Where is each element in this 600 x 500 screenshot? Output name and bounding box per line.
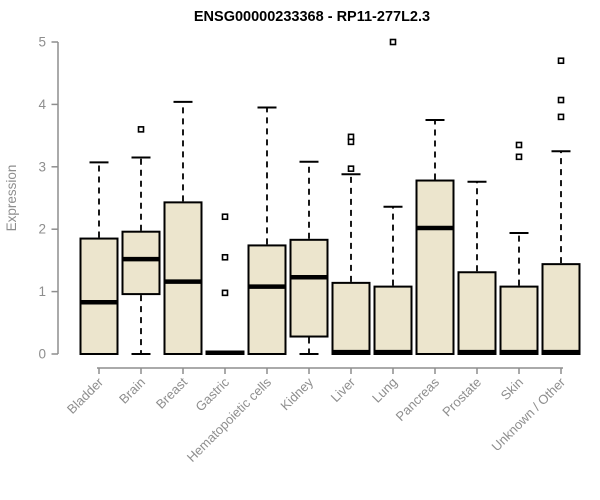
outlier-point (515, 141, 523, 149)
box-group-kidney (289, 160, 329, 355)
box-rect (79, 237, 119, 355)
box-rect (163, 201, 203, 355)
box-rect (289, 238, 329, 338)
x-tick-label: Prostate (439, 375, 484, 420)
y-tick-label: 1 (38, 284, 46, 299)
x-tick-label: Unknown / Other (489, 374, 569, 454)
box-group-pancreas (415, 119, 455, 355)
x-tick-label: Bladder (64, 374, 107, 417)
box-group-hematopoietic-cells (247, 106, 287, 355)
outlier-point (557, 57, 565, 65)
box-group-bladder (79, 161, 119, 355)
outlier-point (347, 165, 355, 172)
box-group-lung (373, 38, 413, 355)
outlier-point (389, 38, 397, 46)
box-group-unknown-other (541, 57, 581, 356)
x-tick-label: Brain (116, 375, 148, 407)
y-tick-label: 5 (38, 35, 46, 50)
box-rect (331, 281, 371, 356)
x-tick-label: Skin (498, 375, 526, 403)
box-rect (247, 244, 287, 355)
box-group-gastric (205, 213, 245, 356)
x-tick-label: Kidney (277, 374, 316, 413)
y-tick-label: 0 (38, 347, 46, 362)
box-rect (373, 285, 413, 355)
outlier-point (515, 153, 523, 161)
outlier-point (137, 126, 145, 133)
chart-title: ENSG00000233368 - RP11-277L2.3 (194, 9, 430, 25)
box-rect (541, 263, 581, 356)
box-rect (121, 230, 161, 296)
outlier-point (221, 289, 229, 297)
x-tick-label: Breast (153, 374, 190, 411)
box-group-prostate (457, 180, 497, 356)
box-group-brain (121, 126, 161, 355)
outlier-point (347, 138, 355, 146)
x-tick-label: Gastric (192, 374, 232, 414)
y-tick-label: 2 (38, 222, 46, 237)
boxes (79, 38, 581, 356)
outlier-point (557, 96, 565, 104)
y-tick-label: 3 (38, 159, 46, 174)
outlier-point (557, 113, 565, 121)
outlier-point (221, 253, 229, 261)
x-tick-label: Liver (328, 374, 359, 405)
box-rect (457, 271, 497, 356)
x-tick-label: Pancreas (393, 374, 443, 424)
box-group-skin (499, 141, 539, 355)
y-tick-label: 4 (38, 97, 46, 112)
box-rect (415, 179, 455, 355)
x-tick-label: Lung (369, 375, 400, 406)
box-group-liver (331, 133, 371, 356)
outlier-point (221, 213, 229, 221)
y-axis-title: Expression (4, 165, 19, 232)
box-group-breast (163, 100, 203, 355)
box-rect (499, 285, 539, 355)
